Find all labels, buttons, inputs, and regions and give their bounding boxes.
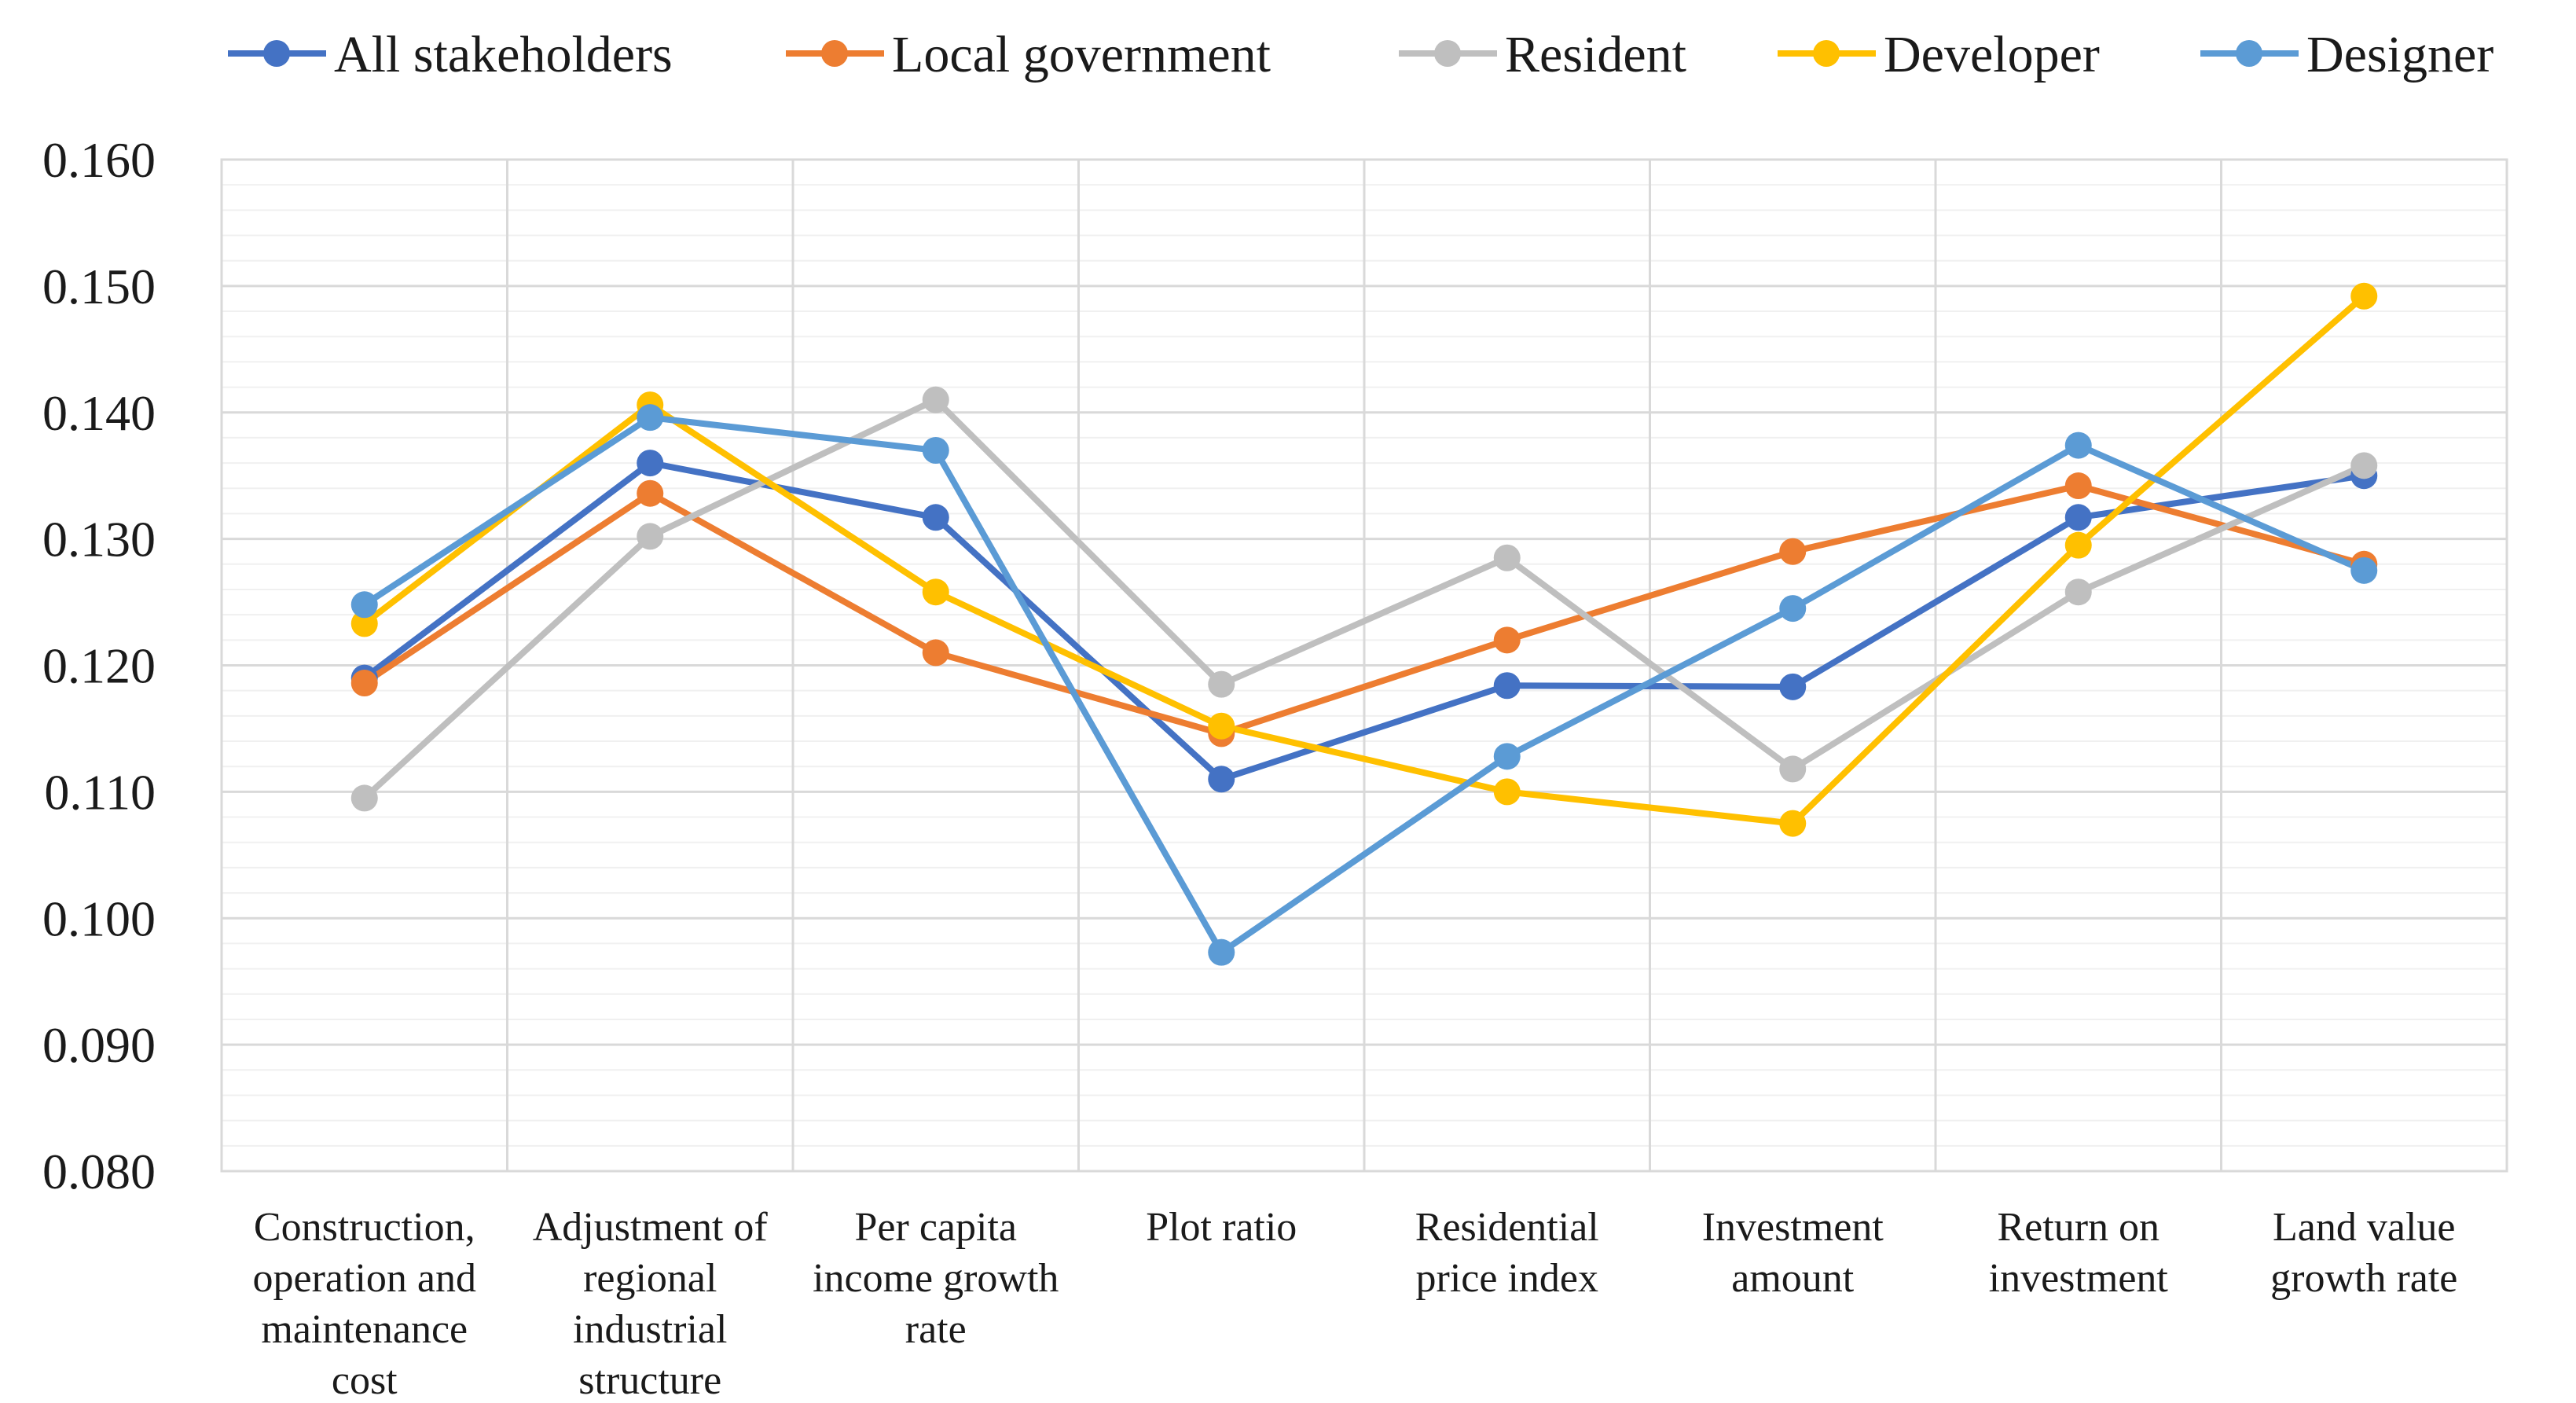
x-tick-label: Residential price index <box>1415 1205 1599 1301</box>
x-tick-label-line: Plot ratio <box>1146 1205 1297 1250</box>
legend-marker-designer <box>2236 40 2262 67</box>
data-point-resident <box>637 523 664 550</box>
series-line-resident <box>361 396 2368 802</box>
data-point-all-stakeholders <box>637 450 664 477</box>
legend-marker-resident <box>1434 40 1461 67</box>
data-point-designer <box>922 437 949 465</box>
data-point-developer <box>2064 531 2092 559</box>
y-tick-label: 0.090 <box>42 1017 156 1073</box>
x-tick-label-line: industrial <box>573 1307 727 1352</box>
x-tick-label-line: income growth <box>813 1256 1059 1301</box>
x-tick-label-line: amount <box>1731 1256 1855 1301</box>
x-tick-label: Return on investment <box>1989 1205 2169 1301</box>
x-tick-label: Adjustment of regional industrial structure <box>533 1205 769 1403</box>
y-tick-label: 0.080 <box>42 1144 156 1199</box>
x-tick-label-line: operation and <box>253 1256 476 1301</box>
legend-label-local-government: Local government <box>892 26 1271 83</box>
legend-label-all-stakeholders: All stakeholders <box>334 26 673 83</box>
data-point-local-government <box>637 479 664 507</box>
x-tick-label-line: Return on <box>1997 1205 2160 1250</box>
x-tick-label-line: Adjustment of <box>533 1205 769 1250</box>
x-tick-label-line: regional <box>583 1256 717 1301</box>
data-point-all-stakeholders <box>1493 672 1521 700</box>
data-point-designer <box>1779 595 1807 623</box>
data-point-resident <box>2350 452 2378 479</box>
y-tick-label: 0.160 <box>42 132 156 188</box>
data-point-designer <box>1208 938 1235 966</box>
y-tick-label: 0.150 <box>42 259 156 314</box>
data-point-resident <box>922 386 949 413</box>
x-tick-label-line: maintenance <box>261 1307 468 1352</box>
series-lines <box>361 292 2368 956</box>
data-point-developer <box>350 610 378 637</box>
series-line-all-stakeholders <box>361 460 2368 783</box>
y-tick-label: 0.130 <box>42 512 156 567</box>
data-point-designer <box>1493 743 1521 770</box>
data-point-designer <box>2350 556 2378 584</box>
data-point-local-government <box>1779 538 1807 565</box>
x-tick-label-line: structure <box>578 1358 721 1403</box>
x-tick-label-line: Investment <box>1702 1205 1884 1250</box>
series-line-local-government <box>361 483 2368 737</box>
data-point-designer <box>2064 432 2092 459</box>
y-tick-label: 0.120 <box>42 638 156 694</box>
data-point-resident <box>1493 544 1521 571</box>
x-tick-label: Per capita income growth rate <box>813 1205 1059 1352</box>
x-tick-label-line: growth rate <box>2270 1256 2457 1301</box>
data-point-local-government <box>922 639 949 667</box>
x-tick-label-line: price index <box>1416 1256 1598 1301</box>
data-point-developer <box>1493 778 1521 806</box>
x-tick-label-line: investment <box>1989 1256 2169 1301</box>
y-axis-tick-labels: 0.080 0.090 0.100 0.110 0.120 0.130 0.140 0.150… <box>42 132 156 1199</box>
x-tick-label: Land value growth rate <box>2270 1205 2457 1301</box>
data-point-resident <box>1779 755 1807 783</box>
x-tick-label: Construction, operation and maintenance cos… <box>253 1205 476 1403</box>
legend-marker-local-government <box>821 40 848 67</box>
category-separators <box>506 160 2222 1171</box>
legend-label-developer: Developer <box>1884 26 2100 83</box>
data-point-local-government <box>1493 626 1521 654</box>
data-point-all-stakeholders <box>922 504 949 531</box>
x-tick-label-line: cost <box>332 1358 398 1403</box>
data-point-all-stakeholders <box>1779 673 1807 700</box>
y-tick-label: 0.110 <box>44 764 156 820</box>
x-tick-label-line: Construction, <box>254 1205 475 1250</box>
legend-marker-developer <box>1813 40 1840 67</box>
data-point-developer <box>2350 282 2378 310</box>
legend: All stakeholders Local government Resident… <box>228 26 2493 83</box>
x-tick-label-line: Per capita <box>855 1205 1017 1250</box>
data-point-all-stakeholders <box>2064 504 2092 531</box>
legend-label-resident: Resident <box>1505 26 1686 83</box>
x-axis-tick-labels: Construction, operation and maintenance cos… <box>253 1205 2458 1403</box>
data-point-resident <box>350 784 378 812</box>
y-tick-label: 0.100 <box>42 891 156 946</box>
data-point-local-government <box>2064 472 2092 500</box>
x-tick-label-line: Residential <box>1415 1205 1599 1250</box>
data-point-resident <box>2064 578 2092 606</box>
x-tick-label-line: Land value <box>2273 1205 2455 1250</box>
x-tick-label: Plot ratio <box>1146 1205 1297 1250</box>
x-tick-label: Investment amount <box>1702 1205 1884 1301</box>
plot-area-border <box>220 158 2508 1173</box>
series-line-designer <box>361 414 2368 956</box>
legend-marker-all-stakeholders <box>263 40 290 67</box>
data-point-developer <box>1779 810 1807 837</box>
data-point-developer <box>1208 712 1235 740</box>
series-markers <box>350 282 2378 966</box>
x-tick-label-line: rate <box>905 1307 967 1352</box>
data-point-designer <box>350 591 378 619</box>
data-point-all-stakeholders <box>1208 766 1235 793</box>
data-point-developer <box>922 578 949 606</box>
data-point-designer <box>637 404 664 432</box>
y-tick-label: 0.140 <box>42 385 156 441</box>
data-point-resident <box>1208 670 1235 698</box>
data-point-local-government <box>350 670 378 697</box>
series-line-developer <box>361 292 2368 827</box>
legend-label-designer: Designer <box>2306 26 2493 83</box>
